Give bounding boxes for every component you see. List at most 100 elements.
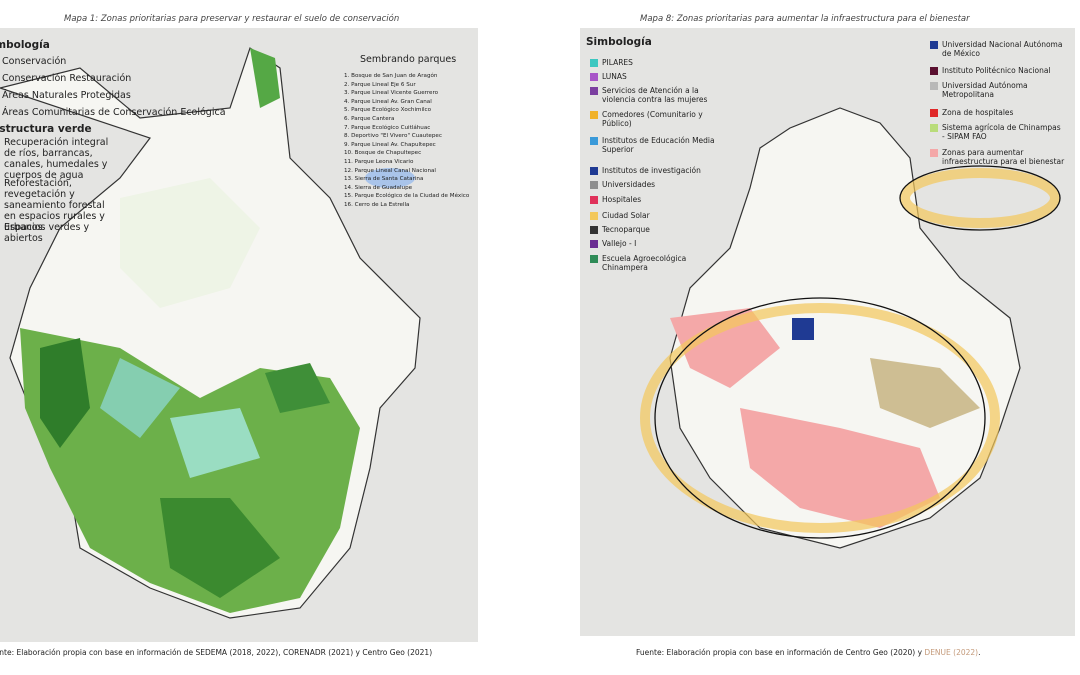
legend-label: Institutos de investigación: [602, 166, 701, 175]
park-item: 12. Parque Lineal Canal Nacional: [344, 167, 436, 174]
legend-swatch: [590, 226, 598, 234]
legend-item: Zonas para aumentar infraestructura para…: [930, 148, 1065, 166]
legend-swatch: [930, 109, 938, 117]
legend-label: Zonas para aumentar infraestructura para…: [942, 148, 1065, 166]
park-item: 8. Deportivo "El Vivero" Cuautepec: [344, 133, 442, 140]
legend-label: Sistema agrícola de Chinampas - SIPAM FA…: [942, 123, 1061, 141]
parks-title: Sembrando parques: [360, 54, 457, 65]
legend-item: Universidades: [590, 180, 715, 189]
right-map-drawing: [640, 107, 1061, 549]
park-item: 13. Sierra de Santa Catarina: [344, 176, 424, 183]
right-map-title: Mapa 8: Zonas prioritarias para aumentar…: [640, 14, 970, 24]
legend-item: Institutos de investigación: [590, 166, 715, 175]
legend-label: Ciudad Solar: [602, 211, 650, 220]
park-item: 5. Parque Ecológico Xochimilco: [344, 107, 432, 114]
legend-swatch: [590, 181, 598, 189]
legend-swatch: [590, 196, 598, 204]
legend-item: Universidad Nacional Autónoma de México: [930, 40, 1065, 58]
legend-swatch: [590, 59, 598, 67]
park-item: 2. Parque Lineal Eje 6 Sur: [344, 81, 416, 88]
legend-item: Comedores (Comunitario y Público): [590, 110, 715, 128]
legend-title: Simbología: [586, 36, 652, 48]
left-map-title: Mapa 1: Zonas prioritarias para preserva…: [64, 14, 400, 24]
right-map: Simbología PILARES LUNAS Servicios de Atenc…: [580, 28, 1075, 636]
legend-item: Áreas Comunitarias de Conservación Ecoló…: [0, 107, 240, 118]
source-text: Fuente: Elaboración propia con base en i…: [636, 648, 925, 657]
park-item: 14. Sierra de Guadalupe: [344, 184, 413, 191]
legend-label: Áreas Comunitarias de Conservación Ecoló…: [2, 107, 226, 118]
legend-swatch: [930, 124, 938, 132]
legend-label: Reforestación, revegetación y saneamient…: [4, 178, 105, 233]
legend-swatch: [930, 82, 938, 90]
legend-swatch: [930, 149, 938, 157]
source-end: .: [978, 648, 981, 657]
left-map-drawing: [0, 47, 421, 619]
park-item: 9. Parque Lineal Av. Chapultepec: [344, 141, 436, 148]
legend-label: Comedores (Comunitario y Público): [602, 110, 703, 128]
legend-label: Vallejo - I: [602, 239, 637, 248]
legend-item: LUNAS: [590, 72, 715, 81]
legend-title: Simbología: [0, 39, 50, 51]
park-item: 6. Parque Cantera: [344, 116, 395, 122]
legend-item: Espacios verdes y abiertos: [0, 222, 118, 244]
right-legend: Simbología PILARES LUNAS Servicios de Atenc…: [580, 28, 1075, 328]
legend-item: PILARES: [590, 58, 715, 67]
legend-item: Recuperación integral de ríos, barrancas…: [0, 137, 118, 181]
park-item: 1. Bosque de San Juan de Aragón: [344, 73, 438, 79]
park-item: 7. Parque Ecológico Cuitláhuac: [344, 124, 431, 131]
legend-item: Servicios de Atención a la violencia con…: [590, 86, 715, 104]
park-item: 4. Parque Lineal Av. Gran Canal: [344, 98, 432, 105]
legend-swatch: [590, 212, 598, 220]
legend-label: Conservación: [2, 56, 67, 67]
legend-item: Reforestación, revegetación y saneamient…: [0, 178, 118, 233]
legend-item: Ciudad Solar: [590, 211, 715, 220]
legend-label: Servicios de Atención a la violencia con…: [602, 86, 708, 104]
legend-label: Conservación Restauración: [2, 73, 132, 84]
legend-item: Conservación Restauración: [0, 73, 240, 84]
legend-label: Recuperación integral de ríos, barrancas…: [4, 137, 109, 181]
legend-subtitle: Infraestructura verde: [0, 123, 92, 135]
legend-item: Tecnoparque: [590, 225, 715, 234]
legend-swatch: [590, 240, 598, 248]
legend-item: Institutos de Educación Media Superior: [590, 136, 715, 154]
left-legend: Simbología Conservación Conservación Resta…: [0, 28, 478, 328]
park-item: 11. Parque Leona Vicario: [344, 159, 414, 165]
legend-swatch: [590, 255, 598, 263]
source-highlight: DENUE (2022): [924, 648, 979, 657]
legend-label: Instituto Politécnico Nacional: [942, 66, 1051, 75]
park-item: 10. Bosque de Chapultepec: [344, 150, 422, 157]
legend-label: Zona de hospitales: [942, 108, 1014, 117]
legend-label: PILARES: [602, 58, 633, 67]
legend-label: Hospitales: [602, 195, 642, 204]
legend-item: Áreas Naturales Protegidas: [0, 90, 240, 101]
legend-label: LUNAS: [602, 72, 627, 81]
left-map: Simbología Conservación Conservación Resta…: [0, 28, 478, 642]
legend-label: Universidad Autónoma Metropolitana: [942, 81, 1028, 99]
legend-item: Sistema agrícola de Chinampas - SIPAM FA…: [930, 123, 1065, 141]
legend-item: Universidad Autónoma Metropolitana: [930, 81, 1065, 99]
right-source: Fuente: Elaboración propia con base en i…: [636, 648, 981, 657]
legend-swatch: [930, 41, 938, 49]
legend-swatch: [590, 137, 598, 145]
park-item: 15. Parque Ecológico de la Ciudad de Méx…: [344, 193, 470, 200]
legend-item: Vallejo - I: [590, 239, 715, 248]
legend-label: Universidad Nacional Autónoma de México: [942, 40, 1063, 58]
legend-label: Áreas Naturales Protegidas: [2, 90, 131, 101]
legend-swatch: [590, 111, 598, 119]
park-item: 16. Cerro de La Estrella: [344, 202, 410, 208]
legend-item: Escuela Agroecológica Chinampera: [590, 254, 715, 272]
park-item: 3. Parque Lineal Vicente Guerrero: [344, 90, 439, 97]
legend-label: Tecnoparque: [602, 225, 650, 234]
left-source: Fuente: Elaboración propia con base en i…: [0, 648, 433, 657]
legend-item: Zona de hospitales: [930, 108, 1065, 117]
legend-swatch: [930, 67, 938, 75]
legend-swatch: [590, 73, 598, 81]
legend-item: Instituto Politécnico Nacional: [930, 66, 1065, 75]
legend-swatch: [590, 167, 598, 175]
legend-label: Universidades: [602, 180, 656, 189]
legend-label: Escuela Agroecológica Chinampera: [602, 254, 687, 272]
legend-item: Conservación: [0, 56, 240, 67]
legend-swatch: [590, 87, 598, 95]
legend-item: Hospitales: [590, 195, 715, 204]
